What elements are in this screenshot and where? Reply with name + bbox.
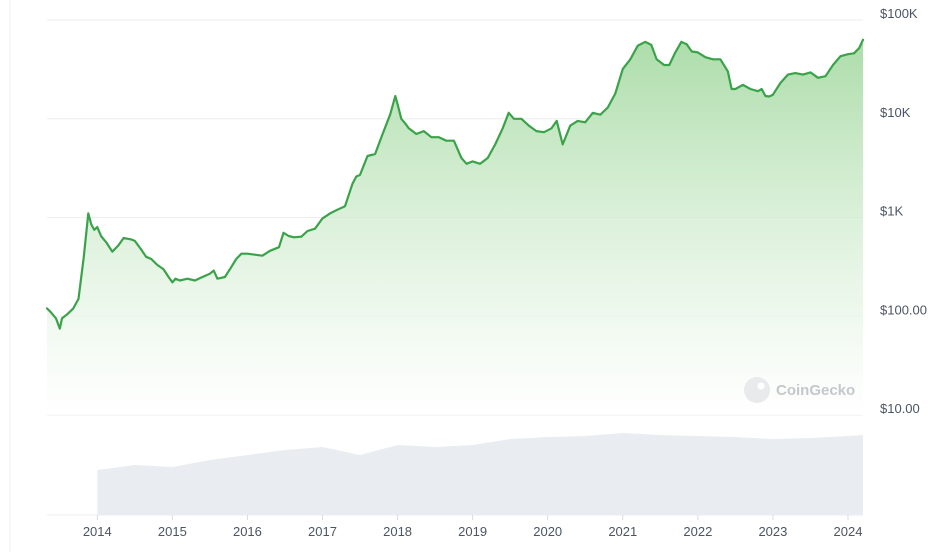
x-tick-label: 2020 [533,524,562,539]
x-tick-label: 2021 [608,524,637,539]
y-tick-label: $100K [880,6,918,21]
x-tick-label: 2017 [308,524,337,539]
x-tick-label: 2024 [834,524,863,539]
volume-area-group [97,433,864,515]
volume-area [97,433,864,515]
watermark: CoinGecko [744,377,855,403]
x-tick-label: 2023 [758,524,787,539]
coingecko-logo-eye-icon [757,382,765,390]
y-axis-ticks: $100K $10K $1K $100.00 $10.00 [880,6,927,416]
x-tick-label: 2016 [233,524,262,539]
price-area-fill [47,39,863,416]
x-tick-label: 2018 [383,524,412,539]
x-tick-label: 2014 [83,524,112,539]
x-tick-label: 2022 [683,524,712,539]
y-tick-label: $100.00 [880,302,927,317]
y-tick-label: $10.00 [880,401,920,416]
y-tick-label: $1K [880,204,903,219]
y-tick-label: $10K [880,105,911,120]
price-line [45,38,865,330]
x-tick-label: 2015 [158,524,187,539]
watermark-text: CoinGecko [776,382,855,399]
coingecko-logo-icon [744,377,770,403]
x-tick-label: 2019 [458,524,487,539]
price-line-group [45,38,865,330]
price-area-group [47,39,863,416]
x-axis-ticks: 2014 2015 2016 2017 2018 2019 2020 2021 2022 2023… [83,515,863,539]
